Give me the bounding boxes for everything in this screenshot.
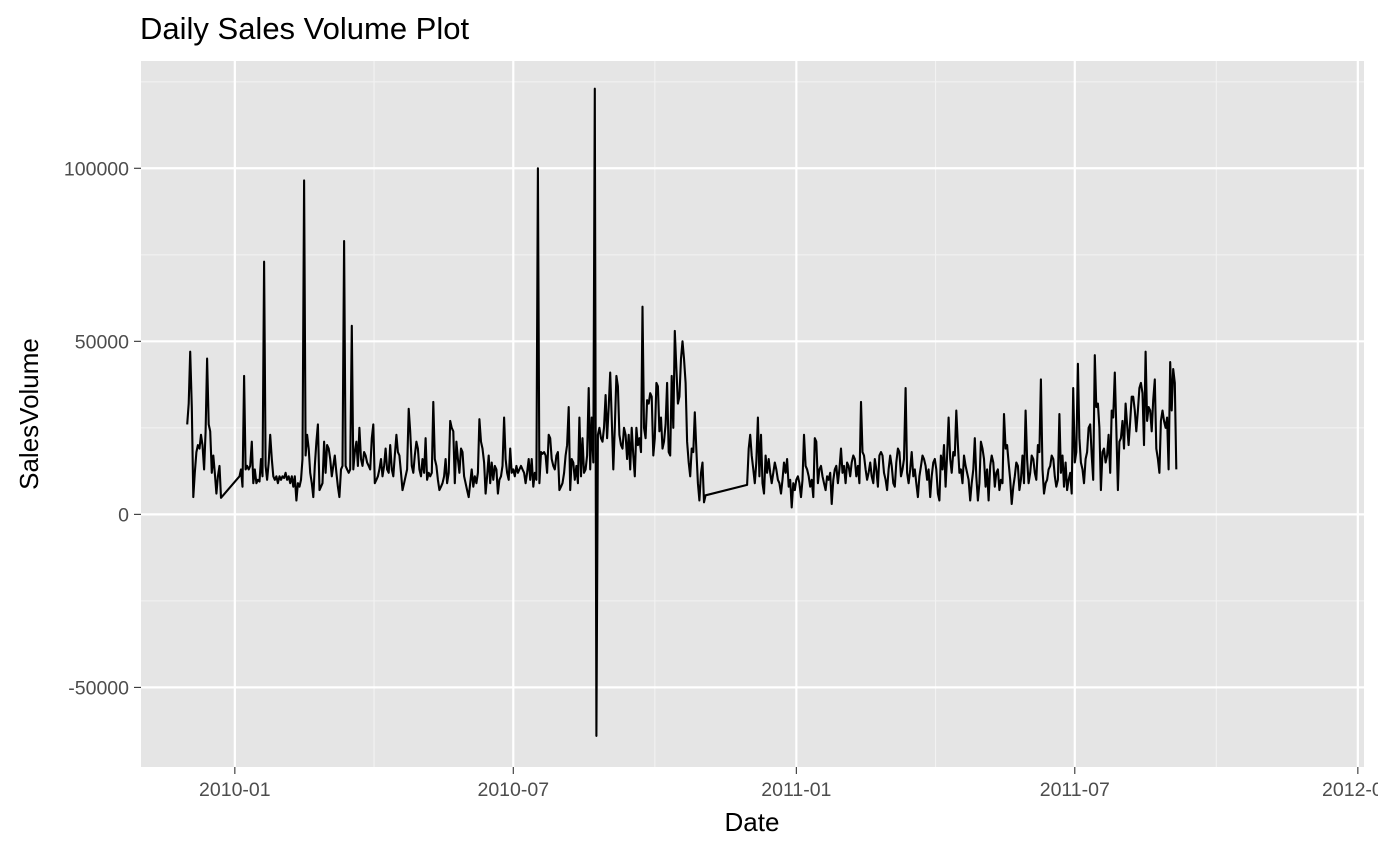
- y-tick-label: 100000: [64, 158, 129, 180]
- x-tick-label: 2010-01: [199, 779, 271, 801]
- y-tick-label: -50000: [68, 677, 129, 699]
- y-axis-title: SalesVolume: [14, 338, 44, 490]
- y-axis: -50000 0 50000 100000: [64, 158, 141, 699]
- sales-volume-line: [186, 87, 1178, 737]
- x-axis-title: Date: [725, 807, 780, 837]
- plot-panel: [141, 61, 1364, 767]
- x-axis: 2010-01 2010-07 2011-01 2011-07 2012-01: [199, 767, 1378, 801]
- x-tick-label: 2011-01: [761, 779, 831, 801]
- y-tick-label: 0: [118, 504, 129, 526]
- x-tick-label: 2010-07: [477, 779, 549, 801]
- x-tick-label: 2012-01: [1322, 779, 1378, 801]
- chart-title: Daily Sales Volume Plot: [140, 11, 469, 46]
- y-tick-label: 50000: [75, 331, 129, 353]
- x-tick-label: 2011-07: [1040, 779, 1110, 801]
